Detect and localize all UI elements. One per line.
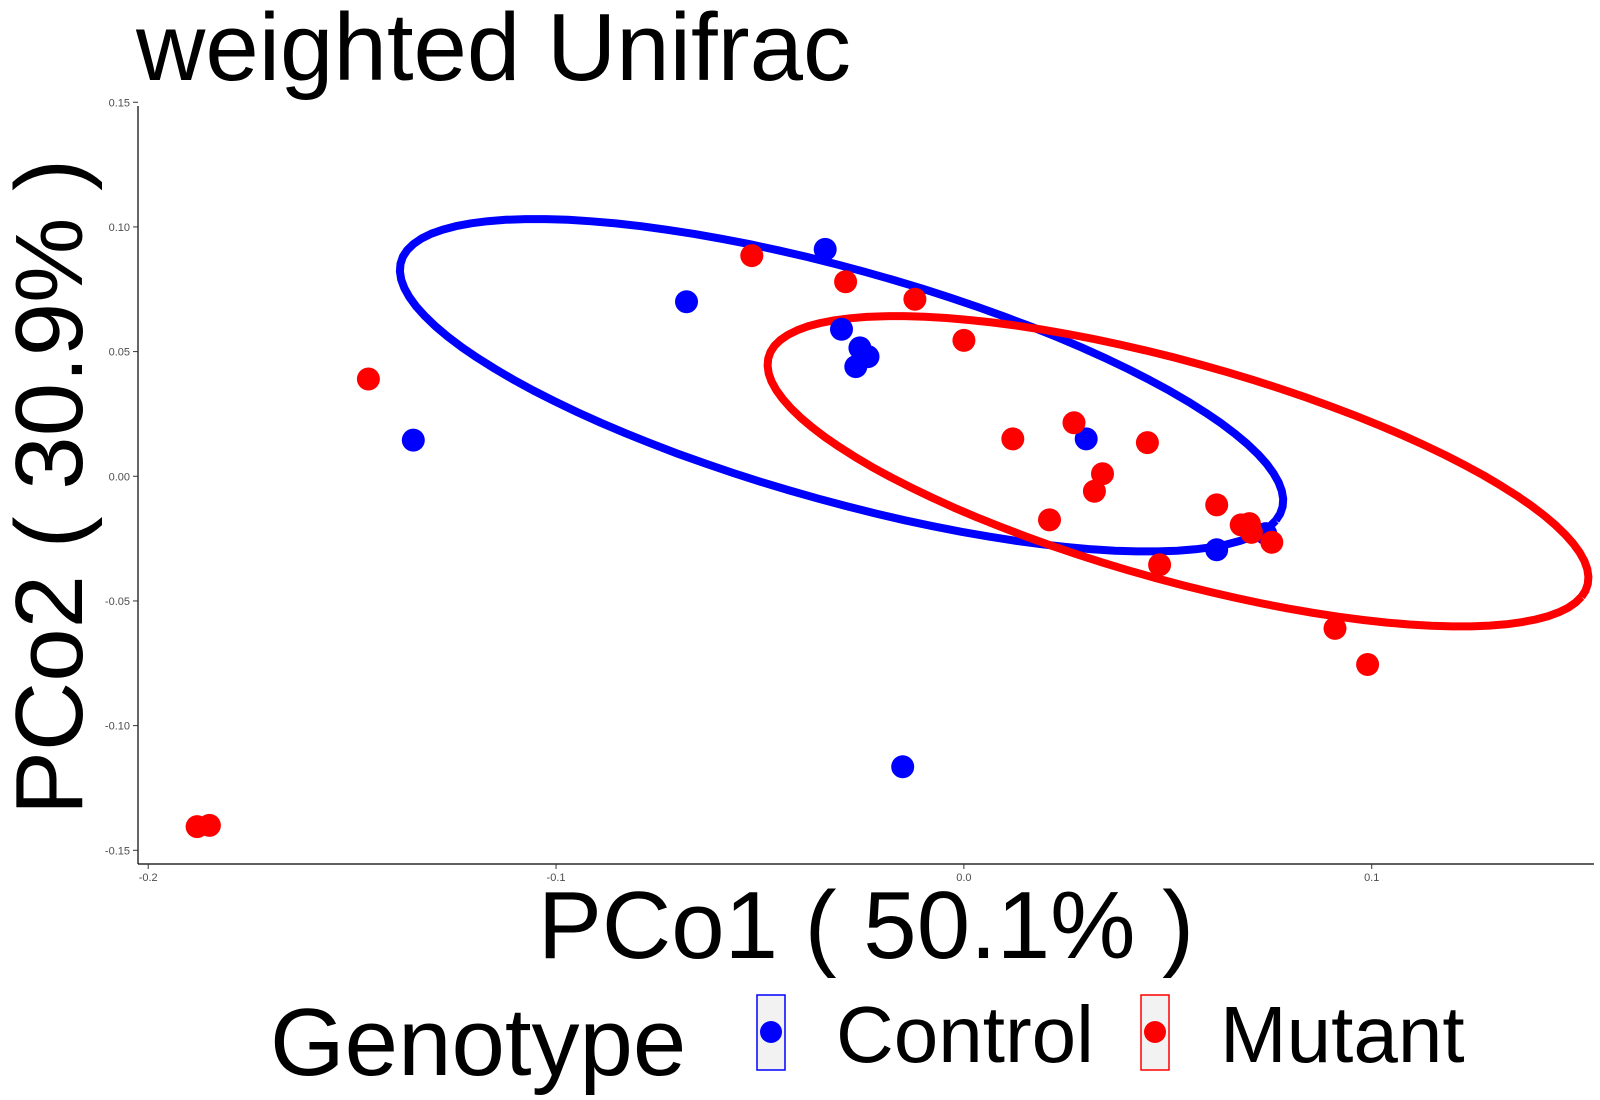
y-tick-label: -0.05 [105, 596, 130, 608]
legend-label-control: Control [836, 990, 1094, 1079]
point-mutant-3 [740, 244, 764, 268]
ellipse-mutant [763, 312, 1593, 631]
y-tick-label: 0.10 [109, 222, 130, 234]
legend-marker-mutant [1144, 1021, 1166, 1043]
point-control-7 [1074, 427, 1098, 451]
y-axis-title: PCo2 ( 30.9% ) [0, 159, 103, 815]
x-tick-label: 0.0 [956, 872, 971, 884]
point-mutant-17 [1260, 530, 1284, 554]
plot-area [185, 215, 1593, 839]
point-mutant-18 [1148, 553, 1172, 577]
point-control-10 [891, 755, 915, 779]
point-mutant-2 [185, 815, 209, 839]
point-mutant-13 [1205, 493, 1229, 517]
y-tick-label: -0.15 [105, 845, 130, 857]
point-mutant-11 [1135, 431, 1159, 455]
x-axis-title: PCo1 ( 50.1% ) [538, 872, 1194, 979]
point-mutant-0 [356, 367, 380, 391]
point-mutant-8 [1062, 411, 1086, 435]
legend-title: Genotype [270, 989, 686, 1096]
point-control-9 [1205, 538, 1229, 562]
point-mutant-4 [834, 270, 858, 294]
point-control-2 [813, 237, 837, 261]
point-mutant-5 [903, 287, 927, 311]
point-mutant-7 [1001, 427, 1025, 451]
ellipse-control [395, 215, 1288, 556]
point-mutant-10 [1082, 479, 1106, 503]
y-axis-ticks: -0.15 -0.10 -0.05 0.00 0.05 0.10 0.15 [105, 97, 138, 857]
point-mutant-6 [952, 328, 976, 352]
legend-marker-control [760, 1021, 782, 1043]
point-mutant-20 [1356, 653, 1380, 676]
point-control-0 [401, 428, 425, 452]
x-tick-label: -0.2 [139, 872, 158, 884]
x-tick-label: 0.1 [1364, 872, 1379, 884]
point-mutant-12 [1038, 508, 1061, 532]
point-mutant-16 [1239, 520, 1263, 544]
y-tick-label: 0.00 [109, 471, 130, 483]
x-axis-ticks: -0.2 -0.1 0.0 0.1 [139, 864, 1379, 884]
point-control-1 [675, 290, 698, 314]
point-control-6 [844, 355, 868, 379]
point-mutant-19 [1323, 616, 1347, 640]
point-control-3 [830, 317, 853, 341]
y-tick-label: 0.05 [109, 347, 130, 359]
point-mutant-9 [1091, 462, 1114, 486]
legend-label-mutant: Mutant [1220, 990, 1465, 1079]
chart-title: weighted Unifrac [135, 0, 851, 101]
y-tick-label: 0.15 [109, 97, 130, 109]
legend: Genotype Control Mutant [270, 989, 1465, 1096]
y-tick-label: -0.10 [105, 721, 130, 733]
x-tick-label: -0.1 [547, 872, 566, 884]
